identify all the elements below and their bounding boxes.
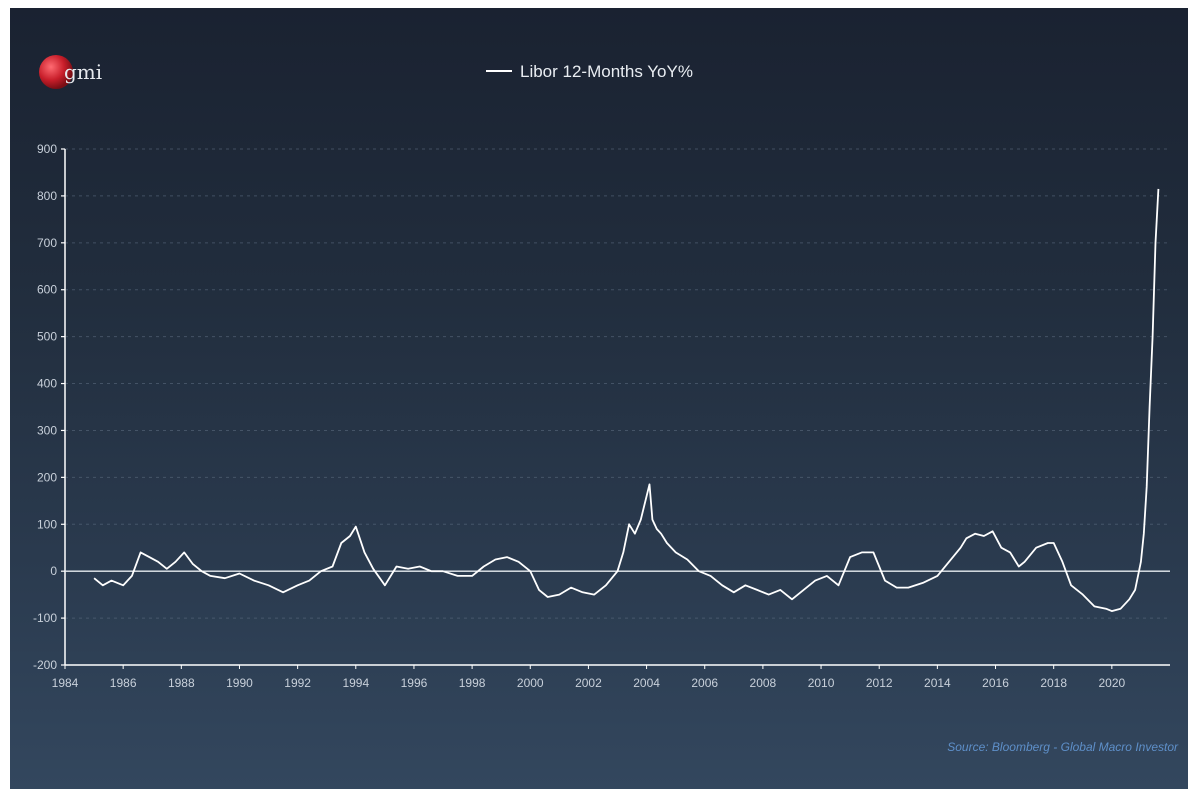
x-tick-label: 2018: [1040, 676, 1067, 690]
x-tick-label: 2012: [866, 676, 893, 690]
x-tick-label: 2008: [750, 676, 777, 690]
x-tick-label: 1988: [168, 676, 195, 690]
gmi-logo: gmi: [39, 55, 102, 89]
x-tick-label: 1998: [459, 676, 486, 690]
x-tick-label: 2002: [575, 676, 602, 690]
x-tick-label: 2016: [982, 676, 1009, 690]
logo-globe-icon: [39, 55, 73, 89]
gridlines: [65, 148, 1170, 619]
y-tick-label: 200: [37, 470, 57, 484]
y-tick-label: 100: [37, 517, 57, 531]
y-tick-label: 900: [37, 142, 57, 156]
x-tick-label: 2014: [924, 676, 951, 690]
axes: [64, 149, 1170, 666]
y-tick-label: 0: [50, 564, 57, 578]
chart-canvas: gmi Libor 12-Months YoY% 900 800 700 600 500…: [33, 55, 1179, 754]
y-tick-label: 600: [37, 283, 57, 297]
x-tick-label: 1984: [52, 676, 79, 690]
logo-text: gmi: [64, 60, 102, 84]
chart-panel: gmi Libor 12-Months YoY% 900 800 700 600 500…: [10, 8, 1188, 789]
legend: Libor 12-Months YoY%: [486, 62, 693, 81]
source-note: Source: Bloomberg - Global Macro Investo…: [947, 740, 1179, 754]
series-line-libor-12m-yoy: [93, 188, 1160, 612]
x-tick-label: 2004: [633, 676, 660, 690]
y-tick-label: 800: [37, 189, 57, 203]
x-tick-label: 1994: [342, 676, 369, 690]
y-tick-label: 300: [37, 423, 57, 437]
x-axis-ticks: 1984 1986 1988 1990 1992 1994 1996 1998 2000 2002…: [52, 665, 1126, 690]
y-tick-label: 700: [37, 236, 57, 250]
x-tick-label: 2010: [808, 676, 835, 690]
x-tick-label: 1996: [401, 676, 428, 690]
legend-label: Libor 12-Months YoY%: [520, 62, 693, 81]
x-tick-label: 2006: [691, 676, 718, 690]
series-group: [93, 188, 1160, 612]
x-tick-label: 2020: [1098, 676, 1125, 690]
x-tick-label: 1990: [226, 676, 253, 690]
y-tick-label: -200: [33, 658, 57, 672]
y-tick-label: 400: [37, 377, 57, 391]
x-tick-label: 1992: [284, 676, 311, 690]
y-tick-label: -100: [33, 611, 57, 625]
y-axis-ticks: 900 800 700 600 500 400 300 200 100 0 -100 -200: [33, 142, 65, 672]
x-tick-label: 2000: [517, 676, 544, 690]
x-tick-label: 1986: [110, 676, 137, 690]
y-tick-label: 500: [37, 330, 57, 344]
